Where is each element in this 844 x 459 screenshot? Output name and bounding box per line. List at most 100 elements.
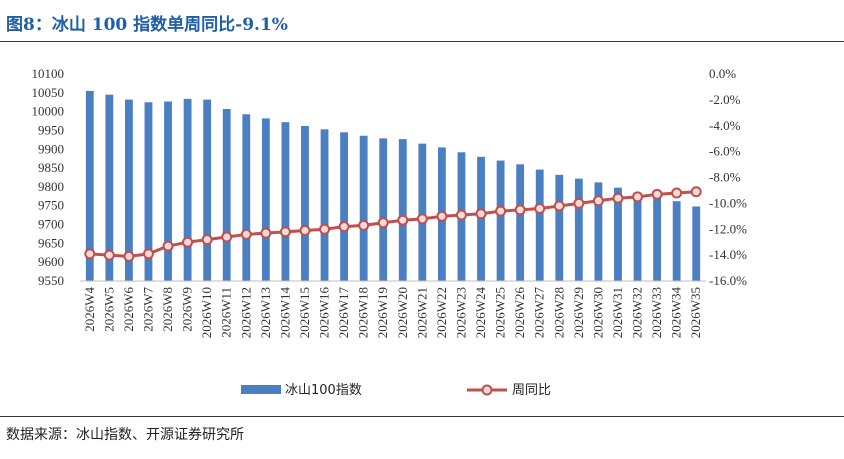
bar-2026W20 <box>398 139 407 281</box>
bar-2026W26 <box>516 164 525 281</box>
bar-2026W7 <box>144 102 153 282</box>
x-tick-label: 2026W8 <box>160 287 175 332</box>
y-right-tick: -4.0% <box>709 118 741 133</box>
bar-2026W32 <box>633 192 642 281</box>
x-tick-label: 2026W14 <box>277 287 292 339</box>
line-series <box>84 186 702 262</box>
chart-title: 图8：冰山 100 指数单周同比-9.1% <box>6 15 288 35</box>
yoy-point-2026W21 <box>416 213 428 225</box>
legend-swatch-index <box>241 385 281 394</box>
x-tick-label: 2026W7 <box>140 287 155 332</box>
x-tick-label: 2026W10 <box>199 287 214 338</box>
y-right-tick: -6.0% <box>709 144 741 159</box>
yoy-point-2026W15 <box>299 225 311 237</box>
yoy-point-2026W16 <box>319 223 331 235</box>
legend-swatch-yoy-marker <box>481 384 493 396</box>
bar-2026W6 <box>124 99 133 281</box>
yoy-point-2026W31 <box>612 192 624 204</box>
y-left-tick: 9750 <box>38 198 64 213</box>
x-tick-label: 2026W24 <box>473 287 488 339</box>
bar-2026W11 <box>222 109 231 281</box>
y-right-tick: -12.0% <box>709 221 747 236</box>
y-right-tick: 0.0% <box>709 66 736 81</box>
y-right-tick: -8.0% <box>709 170 741 185</box>
bar-2026W25 <box>496 160 505 281</box>
yoy-point-2026W18 <box>358 219 370 231</box>
bar-2026W30 <box>594 182 603 281</box>
top-divider <box>0 41 844 42</box>
source-note: 数据来源：冰山指数、开源证券研究所 <box>6 427 244 443</box>
bar-2026W34 <box>672 201 681 281</box>
x-tick-label: 2026W28 <box>551 287 566 338</box>
x-tick-label: 2026W31 <box>610 287 625 338</box>
legend-label-index: 冰山100指数 <box>285 383 362 398</box>
yoy-point-2026W23 <box>455 209 467 221</box>
x-tick-label: 2026W15 <box>297 287 312 338</box>
bar-2026W29 <box>574 178 583 281</box>
y-right-tick: -14.0% <box>709 247 747 262</box>
x-tick-label: 2026W18 <box>356 287 371 338</box>
bar-2026W12 <box>242 114 251 282</box>
x-tick-label: 2026W11 <box>219 287 234 338</box>
x-tick-label: 2026W35 <box>688 287 703 338</box>
bar-2026W4 <box>85 90 94 281</box>
tick-labels: 10100 10050 10000 9950 9900 9850 9800 9750 9700 9… <box>32 66 748 338</box>
x-tick-label: 2026W20 <box>395 287 410 338</box>
x-tick-label: 2026W26 <box>512 287 527 339</box>
bar-2026W33 <box>653 197 662 281</box>
yoy-point-2026W6 <box>123 250 135 262</box>
bar-2026W14 <box>281 122 290 281</box>
bar-series <box>85 90 701 282</box>
x-tick-label: 2026W34 <box>669 287 684 339</box>
yoy-point-2026W20 <box>397 214 409 226</box>
yoy-point-2026W5 <box>103 249 115 261</box>
legend-label-yoy: 周同比 <box>512 383 551 398</box>
x-tick-label: 2026W9 <box>180 287 195 332</box>
bar-2026W31 <box>614 187 622 281</box>
bar-2026W16 <box>320 129 329 281</box>
yoy-point-2026W26 <box>514 204 526 216</box>
yoy-point-2026W8 <box>162 240 174 252</box>
bar-2026W8 <box>164 101 172 281</box>
x-tick-label: 2026W5 <box>101 287 116 332</box>
x-tick-label: 2026W12 <box>238 287 253 338</box>
x-tick-label: 2026W16 <box>317 287 332 339</box>
yoy-point-2026W28 <box>553 200 565 212</box>
yoy-point-2026W33 <box>651 188 663 200</box>
x-tick-label: 2026W13 <box>258 287 273 338</box>
x-tick-label: 2026W6 <box>121 287 136 332</box>
y-left-tick: 10050 <box>32 85 65 100</box>
y-left-tick: 9600 <box>38 254 64 269</box>
x-tick-label: 2026W4 <box>82 287 97 332</box>
yoy-point-2026W7 <box>142 248 154 260</box>
y-left-tick: 9950 <box>38 122 64 137</box>
yoy-point-2026W24 <box>475 208 487 220</box>
yoy-point-2026W4 <box>84 248 96 260</box>
yoy-point-2026W19 <box>377 217 389 229</box>
x-tick-label: 2026W21 <box>414 287 429 338</box>
yoy-point-2026W35 <box>690 186 702 198</box>
yoy-point-2026W34 <box>671 187 683 199</box>
x-tick-label: 2026W32 <box>630 287 645 338</box>
yoy-point-2026W17 <box>338 221 350 233</box>
yoy-point-2026W29 <box>573 197 585 209</box>
yoy-point-2026W30 <box>592 195 604 207</box>
yoy-point-2026W22 <box>436 210 448 222</box>
bar-2026W21 <box>418 143 427 281</box>
bar-2026W17 <box>340 132 349 281</box>
bar-2026W19 <box>379 138 388 281</box>
yoy-point-2026W11 <box>221 231 233 243</box>
y-left-tick: 9700 <box>38 217 64 232</box>
bar-2026W27 <box>535 169 544 281</box>
yoy-point-2026W27 <box>534 203 546 215</box>
y-left-tick: 10000 <box>32 104 65 119</box>
yoy-point-2026W13 <box>260 227 272 239</box>
yoy-point-2026W14 <box>279 226 291 238</box>
yoy-point-2026W12 <box>240 228 252 240</box>
yoy-point-2026W9 <box>182 236 194 248</box>
bar-2026W15 <box>301 125 309 282</box>
x-tick-label: 2026W27 <box>532 287 547 339</box>
x-tick-label: 2026W22 <box>434 287 449 338</box>
x-tick-label: 2026W29 <box>571 287 586 338</box>
